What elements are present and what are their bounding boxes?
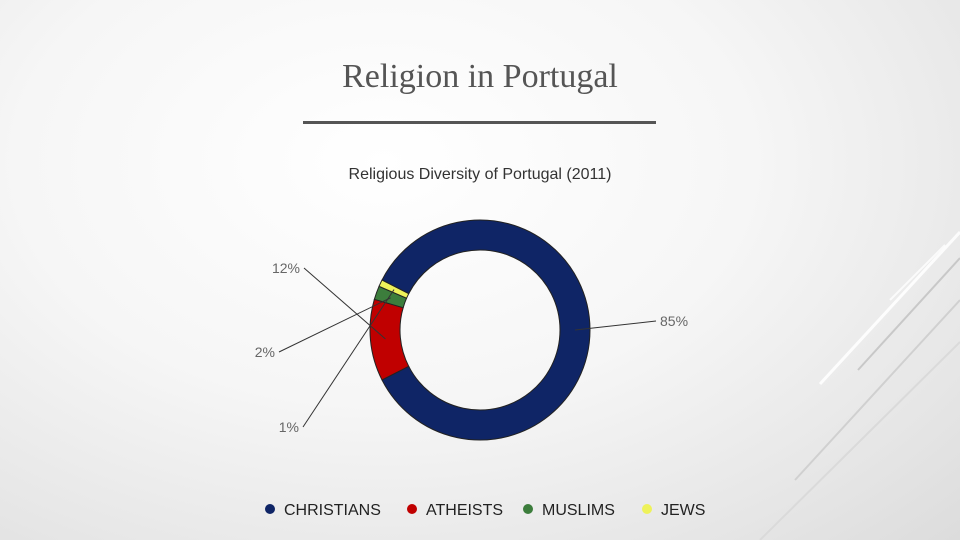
leader-line-jews (302, 289, 395, 428)
leader-line-muslims (278, 297, 391, 353)
legend-marker-muslims (523, 504, 533, 514)
slice-atheists (369, 298, 410, 381)
slice-jews (378, 279, 410, 299)
legend-marker-christians (265, 504, 275, 514)
data-label-christians: 85% (660, 313, 688, 329)
data-label-muslims: 2% (255, 344, 275, 360)
leader-line-atheists (303, 267, 386, 340)
data-label-atheists: 12% (272, 260, 300, 276)
legend-marker-atheists (407, 504, 417, 514)
chart-title: Religious Diversity of Portugal (2011) (349, 166, 612, 183)
legend-label-christians: CHRISTIANS (284, 502, 381, 519)
legend-label-muslims: MUSLIMS (542, 502, 615, 519)
slice-christians (381, 219, 591, 441)
legend-marker-jews (642, 504, 652, 514)
leader-line-christians (574, 320, 657, 331)
data-label-jews: 1% (279, 419, 299, 435)
legend-label-jews: JEWS (661, 502, 705, 519)
slide-title: Religion in Portugal (342, 58, 618, 95)
legend-label-atheists: ATHEISTS (426, 502, 503, 519)
title-underline (303, 121, 656, 124)
